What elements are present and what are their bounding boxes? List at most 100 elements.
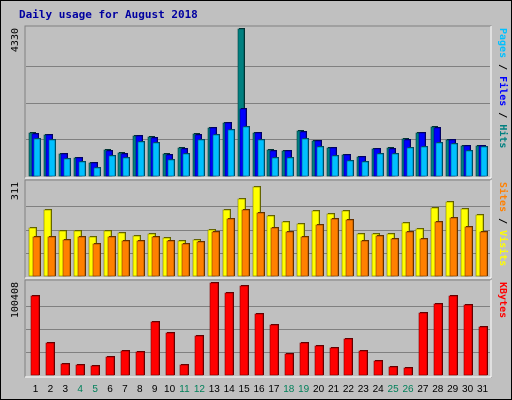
x-tick-label-day-30: 30 [462,384,474,395]
bar-sites-day-3 [62,239,71,277]
bar-pages-day-25 [391,153,399,177]
bar-kbytes-day-30 [463,304,473,376]
x-tick-label-day-1: 1 [33,384,39,395]
bar-pages-day-8 [137,141,145,177]
x-tick-label-day-24: 24 [373,384,385,395]
bar-pages-day-21 [331,155,339,177]
bar-pages-day-15 [242,126,250,177]
bar-kbytes-day-20 [314,345,324,376]
bar-kbytes-day-2 [45,342,55,376]
x-tick-label-day-23: 23 [358,384,370,395]
bar-sites-day-31 [479,231,488,277]
bar-kbytes-day-29 [448,295,458,376]
bar-pages-day-17 [271,157,279,177]
panel-axis-max-label: 311 [10,182,21,200]
panel-3: 100408 KBytes [10,279,508,378]
bar-pages-day-27 [420,146,428,177]
bar-kbytes-day-26 [403,367,413,376]
bar-sites-day-19 [300,236,309,277]
bar-kbytes-day-7 [120,350,130,376]
bar-kbytes-day-24 [373,360,383,376]
bar-pages-day-10 [167,159,175,177]
x-tick-label-day-28: 28 [432,384,444,395]
bar-kbytes-day-28 [433,303,443,376]
bar-kbytes-day-14 [224,292,234,376]
bar-sites-day-1 [32,236,41,277]
legend-part-3: Visits [497,230,509,266]
x-tick-label-day-8: 8 [137,384,143,395]
x-tick-label-day-18: 18 [283,384,295,395]
bar-pages-day-14 [227,129,235,177]
bar-pages-day-5 [93,167,101,177]
bar-sites-day-29 [449,217,458,277]
legend-part-2: / [497,58,508,76]
bar-kbytes-day-17 [269,324,279,376]
x-tick-label-day-9: 9 [152,384,158,395]
bar-sites-day-2 [47,236,56,277]
bar-sites-day-17 [270,227,279,277]
panel-1: 4330 Pages / Files / Hits [10,25,509,179]
bar-kbytes-day-31 [478,326,488,376]
bar-pages-day-1 [33,138,41,177]
legend-part-3: Files [497,76,509,106]
bar-pages-day-18 [286,157,294,177]
bar-kbytes-day-1 [30,295,40,376]
bar-pages-day-23 [361,161,369,177]
bar-pages-day-13 [212,134,220,177]
bar-pages-day-4 [78,161,86,177]
panel-series-legend: Pages / Files / Hits [497,28,509,148]
panel-series-legend: Sites / Visits [497,182,509,266]
x-tick-label-day-15: 15 [239,384,251,395]
x-tick-label-day-26: 26 [402,384,414,395]
bar-pages-day-6 [108,155,116,177]
panel-series-legend: KBytes [497,282,508,318]
bar-sites-day-20 [315,224,324,277]
bar-kbytes-day-19 [299,342,309,376]
bar-pages-day-11 [182,153,190,177]
legend-part-4: / [497,106,508,124]
bar-kbytes-day-5 [90,365,100,376]
x-tick-label-day-29: 29 [447,384,459,395]
x-tick-label-day-13: 13 [209,384,221,395]
bar-kbytes-day-10 [165,332,175,376]
bar-sites-day-6 [107,236,116,277]
bar-kbytes-day-6 [105,356,115,376]
x-tick-label-day-31: 31 [477,384,489,395]
bar-pages-day-22 [346,160,354,177]
bar-kbytes-day-4 [75,364,85,376]
x-tick-label-day-7: 7 [122,384,128,395]
x-tick-label-day-12: 12 [194,384,206,395]
panel-axis-max-label: 4330 [10,28,21,52]
bar-pages-day-16 [257,139,265,177]
x-tick-label-day-14: 14 [224,384,236,395]
panel-2: 311 Sites / Visits [10,179,509,279]
bar-kbytes-day-22 [343,338,353,376]
bar-sites-day-24 [375,235,384,277]
bar-sites-day-10 [166,240,175,277]
bar-pages-day-12 [197,139,205,177]
bar-kbytes-day-21 [329,347,339,376]
bar-kbytes-day-16 [254,313,264,376]
bar-sites-day-23 [360,240,369,277]
bar-sites-day-13 [211,231,220,277]
x-tick-label-day-20: 20 [313,384,325,395]
x-tick-label-day-21: 21 [328,384,340,395]
bar-pages-day-31 [480,146,488,177]
bar-sites-day-7 [121,240,130,277]
bar-sites-day-28 [434,221,443,277]
bar-sites-day-15 [241,209,250,277]
bar-pages-day-24 [376,153,384,177]
bar-sites-day-16 [256,212,265,277]
bar-sites-day-12 [196,241,205,277]
bar-sites-day-21 [330,218,339,277]
bar-kbytes-day-18 [284,353,294,376]
x-axis-labels: 1 2 3 4 5 6 7 8 9 10 11 12 13 14 15 16 17 18 19 20 21 22 23 24 2… [33,384,489,395]
bar-sites-day-26 [405,231,414,277]
x-tick-label-day-6: 6 [107,384,113,395]
x-tick-label-day-22: 22 [343,384,355,395]
legend-part-5: Hits [497,124,509,148]
bar-pages-day-28 [435,142,443,177]
bar-pages-day-30 [465,150,473,177]
bar-kbytes-day-13 [209,282,219,376]
x-tick-label-day-19: 19 [298,384,310,395]
